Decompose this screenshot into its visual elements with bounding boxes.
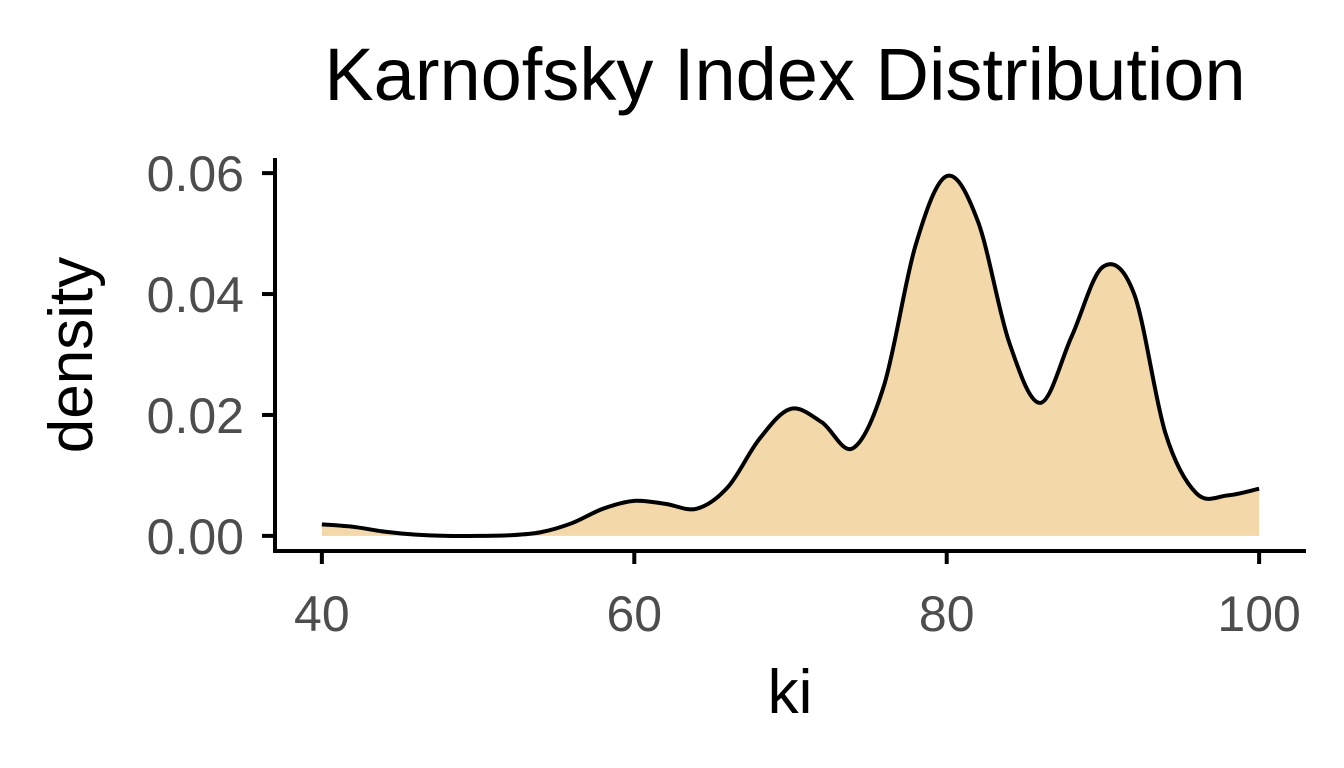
x-tick-label: 40 (294, 586, 350, 642)
density-area-fill (321, 175, 1260, 537)
x-tick-label: 60 (606, 586, 662, 642)
density-curve-line (321, 173, 1260, 539)
y-axis-title: density (37, 257, 106, 453)
y-axis-ticks: 0.00 0.02 0.04 0.06 (147, 146, 275, 565)
y-tick-label: 0.04 (147, 267, 244, 323)
chart-title: Karnofsky Index Distribution (324, 33, 1245, 116)
y-tick-label: 0.00 (147, 509, 244, 565)
x-axis-title: ki (768, 658, 813, 727)
y-tick-label: 0.02 (147, 388, 244, 444)
y-tick-label: 0.06 (147, 146, 244, 202)
x-tick-label: 80 (919, 586, 975, 642)
x-axis-ticks: 40 60 80 100 (294, 551, 1301, 642)
x-tick-label: 100 (1217, 586, 1300, 642)
plot-marks (321, 173, 1260, 539)
